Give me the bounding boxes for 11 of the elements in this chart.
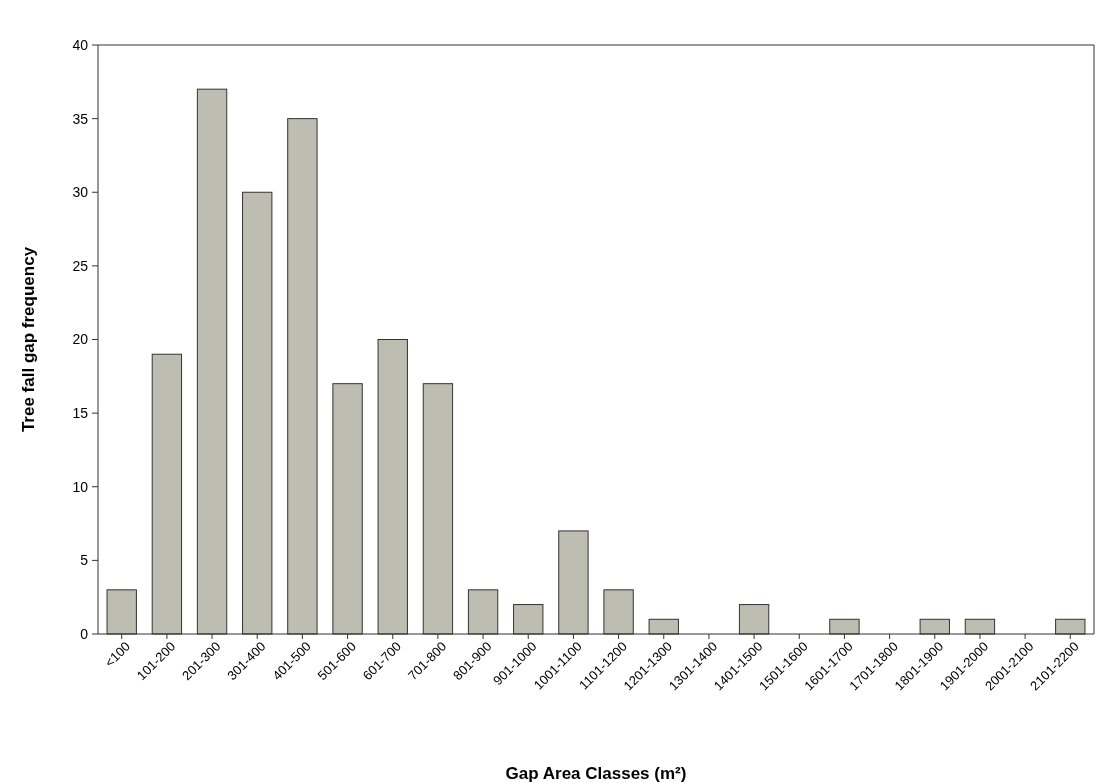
x-axis-title: Gap Area Classes (m²) bbox=[505, 764, 687, 783]
y-tick-label: 30 bbox=[72, 184, 89, 201]
y-tick-label: 20 bbox=[72, 331, 89, 348]
y-axis-title: Tree fall gap frequency bbox=[19, 246, 38, 433]
y-tick-label: 25 bbox=[72, 257, 89, 274]
y-tick-label: 5 bbox=[80, 552, 89, 569]
y-tick-label: 10 bbox=[72, 478, 89, 495]
y-tick-label: 35 bbox=[72, 110, 89, 127]
y-tick-label: 40 bbox=[72, 36, 89, 53]
y-tick-label: 15 bbox=[72, 405, 89, 422]
y-tick-label: 0 bbox=[80, 625, 89, 642]
